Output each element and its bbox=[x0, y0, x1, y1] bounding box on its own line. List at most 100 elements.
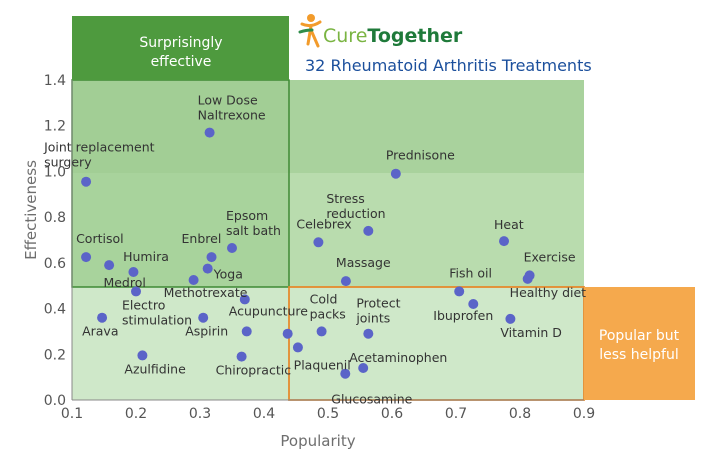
data-point bbox=[340, 276, 351, 287]
data-label: Humira bbox=[123, 249, 169, 264]
y-tick-label: 1.4 bbox=[44, 73, 66, 89]
data-label: Prednisone bbox=[386, 148, 455, 163]
data-point bbox=[104, 260, 115, 271]
data-point bbox=[81, 176, 92, 187]
data-point bbox=[227, 243, 237, 253]
y-tick-label: 0.6 bbox=[44, 256, 66, 272]
logo-figure-body bbox=[300, 20, 322, 48]
low-zone bbox=[72, 287, 584, 400]
data-point bbox=[313, 237, 324, 248]
data-point bbox=[206, 252, 217, 263]
curetogether-logo: CureTogether bbox=[298, 14, 463, 48]
data-label: Ibuprofen bbox=[433, 308, 493, 323]
surprisingly-effective-line1: Surprisingly bbox=[139, 35, 222, 51]
data-point bbox=[505, 313, 516, 324]
y-tick-label: 0.2 bbox=[44, 347, 66, 363]
data-label: Fish oil bbox=[449, 265, 492, 280]
data-point bbox=[292, 342, 303, 353]
data-label: Low Dose Naltrexone bbox=[198, 93, 266, 123]
x-tick-label: 0.7 bbox=[445, 406, 467, 422]
data-point bbox=[97, 312, 108, 323]
data-label: Protect joints bbox=[355, 296, 400, 326]
data-point bbox=[454, 286, 465, 297]
y-tick-label: 0.0 bbox=[44, 393, 66, 409]
chart-title: 32 Rheumatoid Arthritis Treatments bbox=[305, 56, 592, 75]
logo-cure: Cure bbox=[323, 25, 367, 47]
data-label: Arava bbox=[82, 324, 118, 339]
data-label: Yoga bbox=[213, 267, 243, 282]
logo-wordmark: CureTogether bbox=[323, 25, 463, 47]
x-tick-label: 0.6 bbox=[381, 406, 403, 422]
data-label: Massage bbox=[336, 255, 391, 270]
data-point bbox=[204, 127, 215, 138]
x-tick-labels: 0.1 0.2 0.3 0.4 0.5 0.6 0.7 0.8 0.9 bbox=[61, 406, 595, 422]
data-point bbox=[137, 350, 148, 361]
data-point bbox=[241, 326, 252, 337]
data-label: Aspirin bbox=[185, 324, 228, 339]
data-point bbox=[198, 312, 209, 323]
data-label: Azulfidine bbox=[124, 361, 186, 376]
data-label: Stress reduction bbox=[326, 191, 385, 221]
data-point bbox=[128, 267, 139, 277]
data-label: Vitamin D bbox=[500, 325, 561, 340]
data-label: Healthy diet bbox=[510, 285, 587, 300]
data-point bbox=[390, 168, 401, 179]
data-label: Electro stimulation bbox=[122, 297, 192, 327]
y-tick-label: 1.2 bbox=[44, 119, 66, 135]
y-tick-labels: 0.0 0.2 0.4 0.6 0.8 1.0 1.2 1.4 bbox=[44, 73, 66, 409]
data-label: Enbrel bbox=[182, 231, 222, 246]
data-label: Exercise bbox=[524, 249, 576, 264]
y-tick-label: 0.4 bbox=[44, 302, 66, 318]
y-tick-label: 0.8 bbox=[44, 210, 66, 226]
x-tick-label: 0.1 bbox=[61, 406, 83, 422]
data-label: Methotrexate bbox=[164, 285, 248, 300]
data-point bbox=[188, 275, 199, 285]
logo-figure-head bbox=[307, 14, 315, 22]
popular-less-helpful-line1: Popular but bbox=[599, 328, 680, 344]
data-label: Chiropractic bbox=[216, 363, 292, 378]
data-label: Cold packs bbox=[310, 291, 346, 321]
data-point bbox=[81, 252, 92, 263]
y-tick-label: 1.0 bbox=[44, 164, 66, 180]
surprisingly-effective-line2: effective bbox=[151, 54, 212, 70]
data-point bbox=[282, 328, 293, 339]
x-tick-label: 0.3 bbox=[189, 406, 211, 422]
x-tick-label: 0.5 bbox=[317, 406, 339, 422]
data-label: Heat bbox=[494, 217, 524, 232]
popular-less-helpful-box bbox=[584, 287, 695, 400]
data-label: Medrol bbox=[103, 275, 145, 290]
data-point bbox=[522, 273, 533, 284]
data-point bbox=[236, 351, 247, 362]
data-point bbox=[202, 263, 213, 274]
y-axis-title: Effectiveness bbox=[22, 160, 40, 260]
data-point bbox=[239, 294, 250, 305]
upper-dark-band bbox=[72, 80, 584, 173]
x-tick-label: 0.8 bbox=[509, 406, 531, 422]
data-label: Cortisol bbox=[76, 231, 124, 246]
popular-less-helpful-line2: less helpful bbox=[599, 347, 679, 363]
data-point bbox=[363, 328, 374, 339]
logo-figure-arm bbox=[298, 28, 314, 34]
data-label: Glucosamine bbox=[331, 392, 412, 407]
x-axis-title: Popularity bbox=[280, 432, 355, 450]
data-label: Celebrex bbox=[296, 216, 351, 231]
data-point bbox=[363, 225, 374, 236]
x-tick-label: 0.2 bbox=[125, 406, 147, 422]
data-point bbox=[499, 236, 509, 247]
data-point bbox=[131, 286, 141, 297]
logo-together: Together bbox=[367, 25, 462, 47]
data-label: Acetaminophen bbox=[349, 350, 447, 365]
data-label: Acupuncture bbox=[229, 303, 308, 318]
data-points bbox=[81, 127, 535, 379]
data-point bbox=[340, 368, 351, 379]
data-point bbox=[316, 326, 327, 337]
data-labels: Low Dose Naltrexone Joint replacement surge… bbox=[43, 93, 586, 407]
data-label: Joint replacement surgery bbox=[43, 140, 155, 170]
data-label: Plaquenil bbox=[294, 358, 351, 373]
data-point bbox=[358, 363, 369, 373]
surprisingly-effective-box bbox=[72, 16, 289, 80]
x-tick-label: 0.4 bbox=[253, 406, 275, 422]
data-point bbox=[468, 299, 479, 309]
x-tick-label: 0.9 bbox=[573, 406, 595, 422]
